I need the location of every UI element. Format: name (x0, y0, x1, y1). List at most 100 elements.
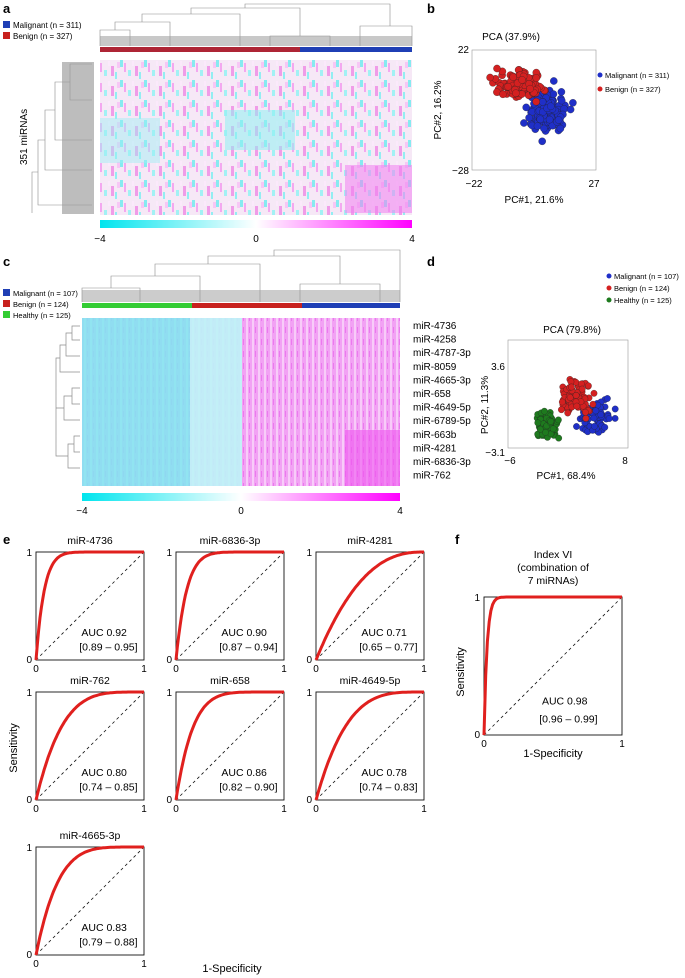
roc-f-title-line-1: Index VI (534, 549, 573, 561)
column-dendrogram-c-leaves (82, 290, 400, 302)
roc-chart-4: miR-762 AUC 0.80 [0.74 – 0.85] 0 1 0 1 (26, 675, 147, 815)
roc-auc: AUC 0.86 (221, 767, 267, 779)
pca-point-benign (573, 402, 581, 410)
colorbar-c (82, 493, 400, 501)
roc-curve (174, 550, 284, 661)
roc-title: miR-4649-5p (340, 675, 401, 687)
pca-b-legend-benign: Benign (n = 327) (605, 85, 661, 94)
pca-point-benign (532, 74, 541, 82)
roc-chance-line (175, 551, 285, 661)
pca-point-malignant (538, 98, 547, 106)
pca-point-healthy (555, 416, 562, 424)
roc-chart-3: miR-4281 AUC 0.71 [0.65 – 0.77] 0 1 0 1 (306, 535, 427, 675)
pca-point-malignant (533, 122, 542, 130)
pca-point-malignant (611, 405, 619, 413)
pca-d-ytick-bottom: −3.1 (485, 448, 505, 459)
column-dendrogram-leaves (100, 36, 412, 46)
roc-title: miR-4736 (67, 535, 113, 547)
roc-chance-line (315, 551, 425, 661)
mirna-label: miR-4787-3p (413, 348, 471, 359)
roc-chance-line (315, 691, 425, 801)
pca-b-title: PCA (37.9%) (482, 32, 540, 43)
pca-point-healthy (542, 429, 549, 436)
roc-ytick-1: 1 (166, 548, 172, 559)
roc-curve (314, 550, 424, 661)
roc-auc: AUC 0.92 (81, 627, 127, 639)
pca-point-benign (558, 406, 565, 414)
pca-b-xtick-left: −22 (466, 179, 483, 190)
roc-ytick-0: 0 (306, 795, 312, 806)
colorbar-a (100, 220, 412, 228)
pca-d-legend-healthy: Healthy (n = 125) (614, 296, 672, 305)
pca-point-benign (582, 415, 590, 422)
pca-point-malignant (611, 415, 619, 422)
mirna-label: miR-6836-3p (413, 457, 471, 468)
legend-c-swatch-benign (3, 300, 10, 307)
roc-curve (314, 690, 424, 801)
panel-letter-e: e (3, 532, 10, 547)
heatmap-a-block-3 (100, 118, 160, 163)
heatmap-c-mid (190, 318, 242, 486)
roc-ci: [0.74 – 0.83] (359, 781, 417, 793)
roc-curve (174, 690, 284, 801)
pca-b-frame (471, 49, 597, 171)
pca-d-xtick-right: 8 (622, 456, 628, 467)
pca-point-malignant (566, 105, 575, 114)
colorbar-a-mid: 0 (253, 234, 259, 245)
heatmap-c-low (82, 318, 242, 486)
legend-swatch-benign (3, 32, 10, 39)
pca-point-malignant (605, 415, 613, 422)
mirna-label: miR-4665-3p (413, 375, 471, 386)
roc-frame (315, 551, 425, 661)
roc-frame (35, 691, 145, 801)
roc-xtick-0: 0 (481, 739, 487, 750)
pca-b-points (486, 64, 577, 146)
pca-d-xtick-left: −6 (504, 456, 516, 467)
roc-e-xlabel: 1-Specificity (202, 963, 262, 975)
legend-swatch-malignant (3, 21, 10, 28)
pca-point-malignant (591, 422, 598, 430)
pca-point-malignant (556, 124, 565, 133)
row-dendrogram-leaves (62, 62, 94, 214)
pca-point-healthy (555, 434, 563, 442)
panel-c: c Malignant (n = 107) Benign (n = 124) H… (3, 249, 471, 517)
roc-frame (315, 691, 425, 801)
roc-xtick-1: 1 (281, 664, 287, 675)
pca-b-ylabel: PC#2, 16.2% (433, 80, 444, 139)
heatmap-c-high (345, 430, 400, 486)
panel-letter-b: b (427, 1, 435, 16)
roc-xtick-0: 0 (33, 959, 39, 970)
pca-point-benign (568, 383, 575, 391)
roc-xtick-0: 0 (33, 664, 39, 675)
roc-ytick-0: 0 (474, 730, 480, 741)
mirna-label: miR-762 (413, 471, 451, 482)
mirna-label: miR-658 (413, 389, 451, 400)
mirna-label: miR-4281 (413, 443, 457, 454)
colorbar-c-mid: 0 (238, 506, 244, 517)
roc-auc: AUC 0.80 (81, 767, 127, 779)
roc-auc: AUC 0.78 (361, 767, 407, 779)
pca-point-malignant (547, 102, 555, 111)
mirna-label: miR-4649-5p (413, 403, 471, 414)
roc-f-xlabel: 1-Specificity (523, 748, 583, 760)
roc-chart-6: miR-4649-5p AUC 0.78 [0.74 – 0.83] 0 1 0 1 (306, 675, 427, 815)
roc-e-ylabel: Sensitivity (8, 723, 20, 773)
pca-b-ytick-bottom: −28 (452, 166, 469, 177)
pca-d-ytick-top: 3.6 (491, 362, 505, 373)
mirna-label: miR-4736 (413, 321, 457, 332)
roc-auc: AUC 0.83 (81, 922, 127, 934)
legend-c-benign: Benign (n = 124) (13, 300, 69, 309)
roc-chance-line (35, 846, 145, 956)
pca-point-benign (585, 382, 592, 390)
roc-xtick-1: 1 (619, 739, 625, 750)
panel-a: a Malignant (n = 311) Benign (n = 327) 3… (3, 1, 415, 245)
pca-point-malignant (573, 423, 580, 430)
class-bar-c-benign (192, 303, 302, 308)
pca-point-malignant (597, 411, 605, 419)
roc-xtick-1: 1 (421, 804, 427, 815)
pca-point-malignant (536, 115, 545, 124)
pca-d-legend-malignant: Malignant (n = 107) (614, 272, 679, 281)
pca-point-benign (504, 82, 512, 91)
mirna-label: miR-6789-5p (413, 416, 471, 427)
